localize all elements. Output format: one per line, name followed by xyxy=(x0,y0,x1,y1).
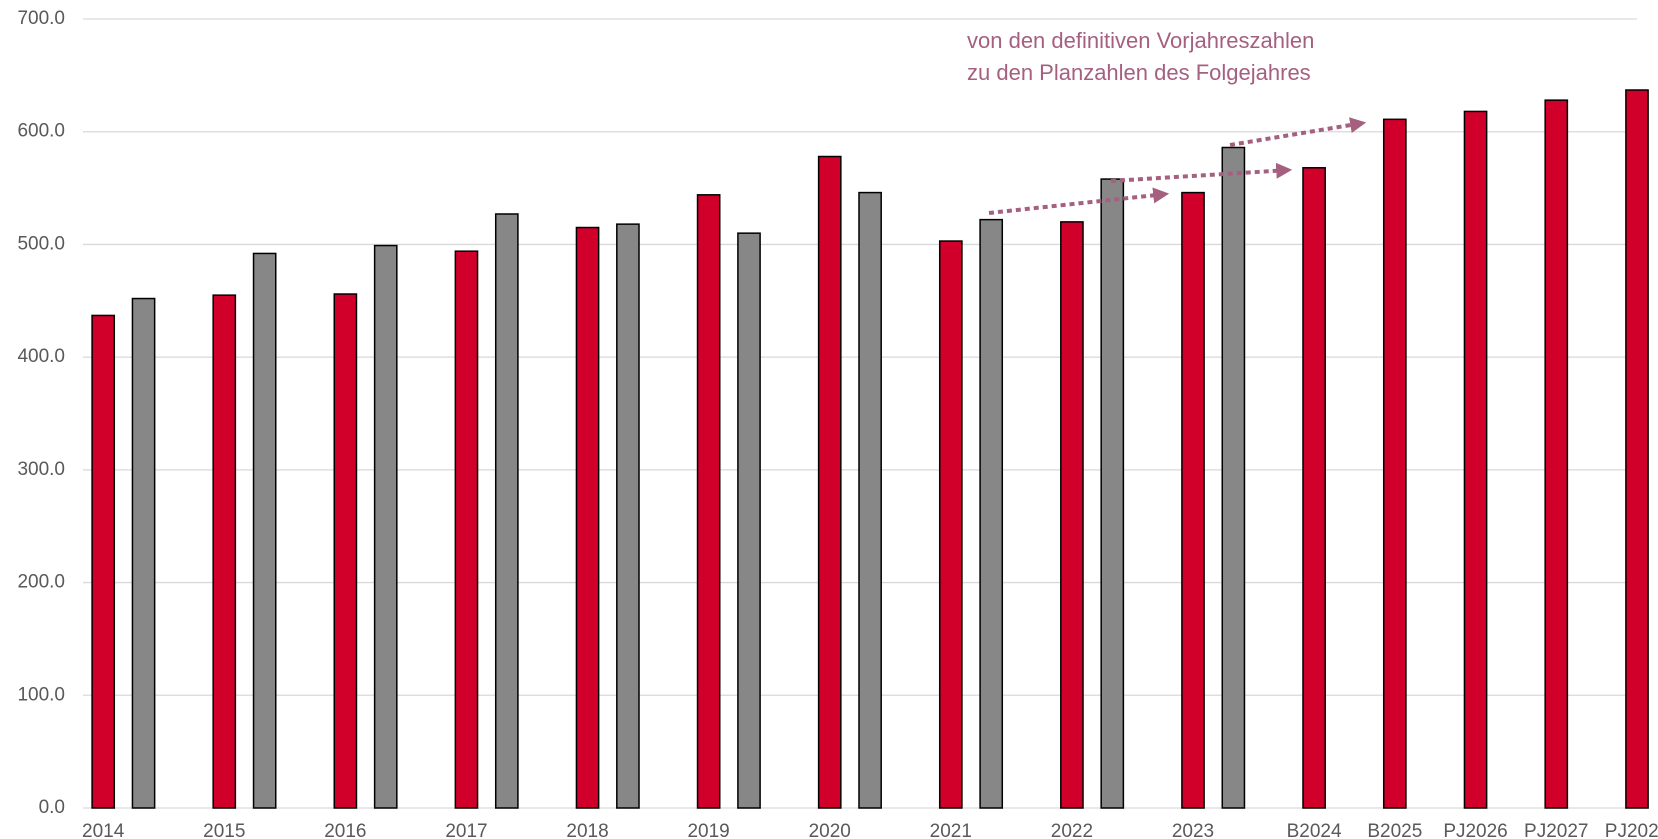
arrows xyxy=(988,117,1367,215)
bar xyxy=(1181,191,1205,809)
x-tick-label: 2016 xyxy=(324,821,366,839)
bar xyxy=(1060,221,1084,809)
x-tick-label: 2015 xyxy=(203,821,245,839)
x-tick-label: B2025 xyxy=(1367,821,1422,839)
x-tick-label: 2022 xyxy=(1051,821,1093,839)
bar xyxy=(494,213,519,809)
y-tick-label: 200.0 xyxy=(17,572,65,593)
bar xyxy=(333,293,358,809)
bar xyxy=(131,297,156,809)
y-tick-label: 100.0 xyxy=(17,684,65,705)
bar xyxy=(91,314,116,809)
x-tick-label: PJ2028 xyxy=(1605,821,1658,839)
bar xyxy=(1625,89,1649,809)
bar xyxy=(252,252,277,809)
bar xyxy=(212,294,237,809)
x-tick-label: 2014 xyxy=(82,821,125,839)
bars xyxy=(91,89,1649,809)
bar xyxy=(858,191,882,809)
y-tick-label: 700.0 xyxy=(17,8,65,29)
x-tick-label: 2020 xyxy=(809,821,851,839)
y-tick-label: 300.0 xyxy=(17,459,65,480)
x-tick-label: 2019 xyxy=(687,821,729,839)
arrow xyxy=(988,187,1170,215)
bar xyxy=(373,244,398,809)
bar xyxy=(616,223,640,809)
y-tick-label: 0.0 xyxy=(39,797,65,818)
y-tick-label: 600.0 xyxy=(17,121,65,142)
bar xyxy=(817,155,842,809)
x-tick-label: PJ2027 xyxy=(1524,821,1588,839)
x-tick-label: B2024 xyxy=(1287,821,1342,839)
y-tick-label: 400.0 xyxy=(17,346,65,367)
bar xyxy=(454,250,479,809)
x-tick-label: PJ2026 xyxy=(1443,821,1507,839)
arrow xyxy=(1110,162,1293,183)
x-tick-label: 2017 xyxy=(445,821,487,839)
bar xyxy=(1221,146,1246,809)
x-tick-label: 2021 xyxy=(930,821,972,839)
annotation: von den definitiven Vorjahreszahlen xyxy=(967,28,1314,53)
annotation: zu den Planzahlen des Folgejahres xyxy=(967,60,1311,85)
bar xyxy=(1544,99,1569,809)
bar xyxy=(575,226,600,809)
bar xyxy=(737,232,761,809)
bar xyxy=(979,218,1004,809)
bar xyxy=(1382,118,1407,809)
bar xyxy=(938,240,963,809)
bar xyxy=(1463,110,1488,809)
bar xyxy=(696,194,721,809)
arrow xyxy=(1229,117,1367,147)
bar xyxy=(1100,178,1125,809)
y-tick-label: 500.0 xyxy=(17,233,65,254)
x-tick-label: 2018 xyxy=(566,821,608,839)
bar xyxy=(1302,167,1326,809)
x-tick-label: 2023 xyxy=(1172,821,1214,839)
